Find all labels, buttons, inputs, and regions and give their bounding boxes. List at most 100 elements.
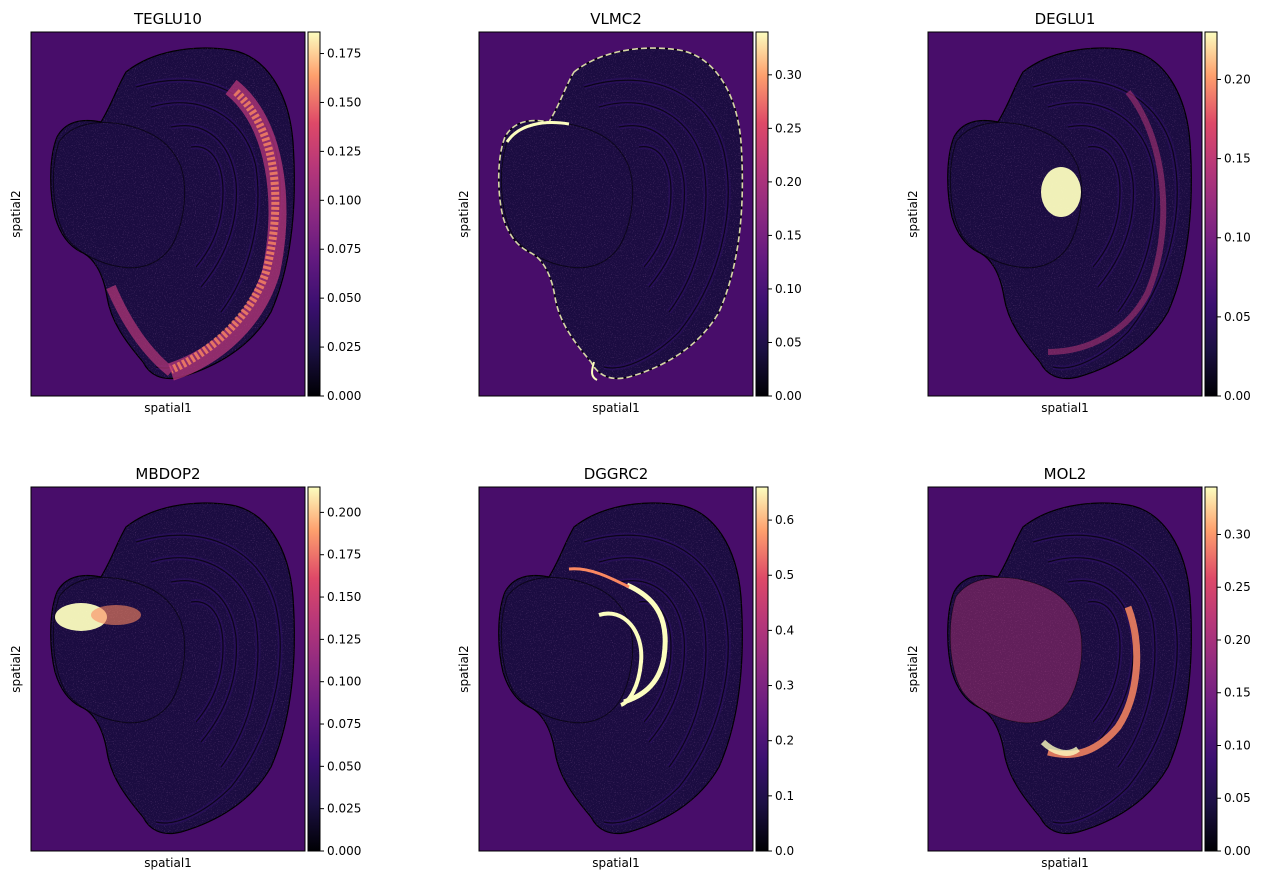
axes-frame (30, 31, 306, 397)
layer-border (135, 534, 281, 824)
colorbar-tick-label: 0.6 (775, 513, 794, 527)
colorbar-tick-label: 0.200 (327, 505, 361, 519)
colorbar-tick-label: 0.30 (775, 68, 802, 82)
hotspot-arc (1047, 90, 1167, 355)
colorbar-tick-label: 0.000 (327, 389, 361, 403)
hotspot-outline (497, 47, 744, 380)
colorbar (755, 31, 769, 397)
colorbar-tick-label: 0.175 (327, 47, 361, 61)
hotspot-lobe (950, 577, 1082, 723)
colorbar-tick-label: 0.15 (1224, 152, 1251, 166)
plot-area (31, 487, 305, 851)
subplot-mbdop2: MBDOP2 spatial1 spatial2 0.000 0.025 0.050 0.0… (9, 465, 361, 870)
colorbar-tick-label: 0.15 (1224, 686, 1251, 700)
subplot-title: MOL2 (1044, 465, 1087, 483)
plot-area (928, 32, 1202, 396)
hotspot-arc-lower (106, 285, 175, 376)
x-axis-label: spatial1 (144, 856, 192, 870)
colorbar-tick-label: 0.175 (327, 548, 361, 562)
colorbar-tick-label: 0.025 (327, 802, 361, 816)
thalamic-lobe (949, 577, 1083, 724)
layer-border (190, 601, 224, 723)
layer-border (1032, 534, 1178, 824)
colorbar (1204, 31, 1218, 397)
colorbar-tick-label: 0.10 (775, 282, 802, 296)
layer-border (1087, 146, 1121, 268)
layer-border (618, 125, 686, 288)
layer-border (170, 125, 238, 288)
plot-area (928, 487, 1202, 851)
colorbar-tick-label: 0.30 (1224, 527, 1251, 541)
hotspot-patch (55, 603, 107, 631)
hotspot-tip (591, 361, 598, 381)
x-axis-label: spatial1 (592, 856, 640, 870)
colorbar-tick-label: 0.05 (1224, 310, 1251, 324)
colorbar-tick-label: 0.050 (327, 759, 361, 773)
colorbar-tick-label: 0.125 (327, 632, 361, 646)
x-axis-label: spatial1 (592, 401, 640, 415)
y-axis-label: spatial2 (457, 645, 471, 693)
colorbar-tick-label: 0.100 (327, 193, 361, 207)
subplot-dggrc2: DGGRC2 spatial1 spatial2 0.0 0.1 0.2 0.3 0.4 0.5… (457, 465, 794, 870)
subplot-title: VLMC2 (590, 10, 642, 28)
layer-border (618, 580, 686, 743)
layer-border (190, 146, 224, 268)
colorbar-tick-label: 0.00 (775, 389, 802, 403)
colorbar-tick-label: 0.0 (775, 844, 794, 858)
layer-border (1047, 557, 1156, 768)
colorbar-tick-label: 0.20 (775, 175, 802, 189)
layer-border (150, 557, 259, 768)
colorbar-tick-label: 0.15 (775, 228, 802, 242)
colorbar (1204, 486, 1218, 852)
thalamic-lobe (52, 577, 186, 724)
colorbar-tick-label: 0.10 (1224, 738, 1251, 752)
layer-border (150, 102, 259, 313)
colorbar-tick-label: 0.1 (775, 789, 794, 803)
colorbar-tick-label: 0.25 (775, 121, 802, 135)
layer-border (638, 146, 672, 268)
subplot-title: DEGLU1 (1035, 10, 1096, 28)
colorbar-tick-label: 0.10 (1224, 231, 1251, 245)
axes-frame (927, 31, 1203, 397)
layer-border (598, 102, 707, 313)
layer-border (598, 557, 707, 768)
hotspot-nucleus (1041, 167, 1081, 217)
colorbar-tick-label: 0.000 (327, 844, 361, 858)
layer-border (1032, 79, 1178, 369)
hotspot-dg-upper (623, 582, 668, 705)
layer-border (583, 79, 729, 369)
thalamic-lobe (949, 122, 1083, 269)
subplot-mol2: MOL2 spatial1 spatial2 0.00 0.05 0.10 0.15 0.20… (906, 465, 1251, 870)
thalamic-lobe (500, 122, 634, 269)
plot-area (31, 32, 305, 396)
colorbar-tick-label: 0.2 (775, 734, 794, 748)
layer-border (170, 580, 238, 743)
colorbar-tick-label: 0.05 (775, 335, 802, 349)
y-axis-label: spatial2 (9, 645, 23, 693)
subplot-title: MBDOP2 (135, 465, 200, 483)
thalamic-lobe (52, 122, 186, 269)
colorbar-tick-label: 0.3 (775, 679, 794, 693)
colorbar-tick-label: 0.100 (327, 675, 361, 689)
axes-frame (478, 31, 754, 397)
colorbar-tick-label: 0.075 (327, 717, 361, 731)
hotspot-arc (168, 79, 287, 381)
colorbar-tick-label: 0.00 (1224, 389, 1251, 403)
hotspot-meninges (505, 121, 570, 143)
subplot-title: DGGRC2 (584, 465, 649, 483)
colorbar-tick-label: 0.150 (327, 590, 361, 604)
colorbar-tick-label: 0.150 (327, 95, 361, 109)
hotspot-dg-tip (568, 567, 630, 589)
subplot-deglu1: DEGLU1 spatial1 spatial2 0.00 0.05 0.10 0.15 0.… (906, 10, 1251, 415)
colorbar-tick-label: 0.20 (1224, 633, 1251, 647)
axes-frame (30, 486, 306, 852)
plot-area (479, 32, 753, 396)
hotspot-patch-tail (91, 605, 141, 625)
layer-border (583, 534, 729, 824)
colorbar-tick-label: 0.5 (775, 568, 794, 582)
plot-area (479, 487, 753, 851)
y-axis-label: spatial2 (9, 190, 23, 238)
colorbar (307, 486, 321, 852)
y-axis-label: spatial2 (906, 190, 920, 238)
